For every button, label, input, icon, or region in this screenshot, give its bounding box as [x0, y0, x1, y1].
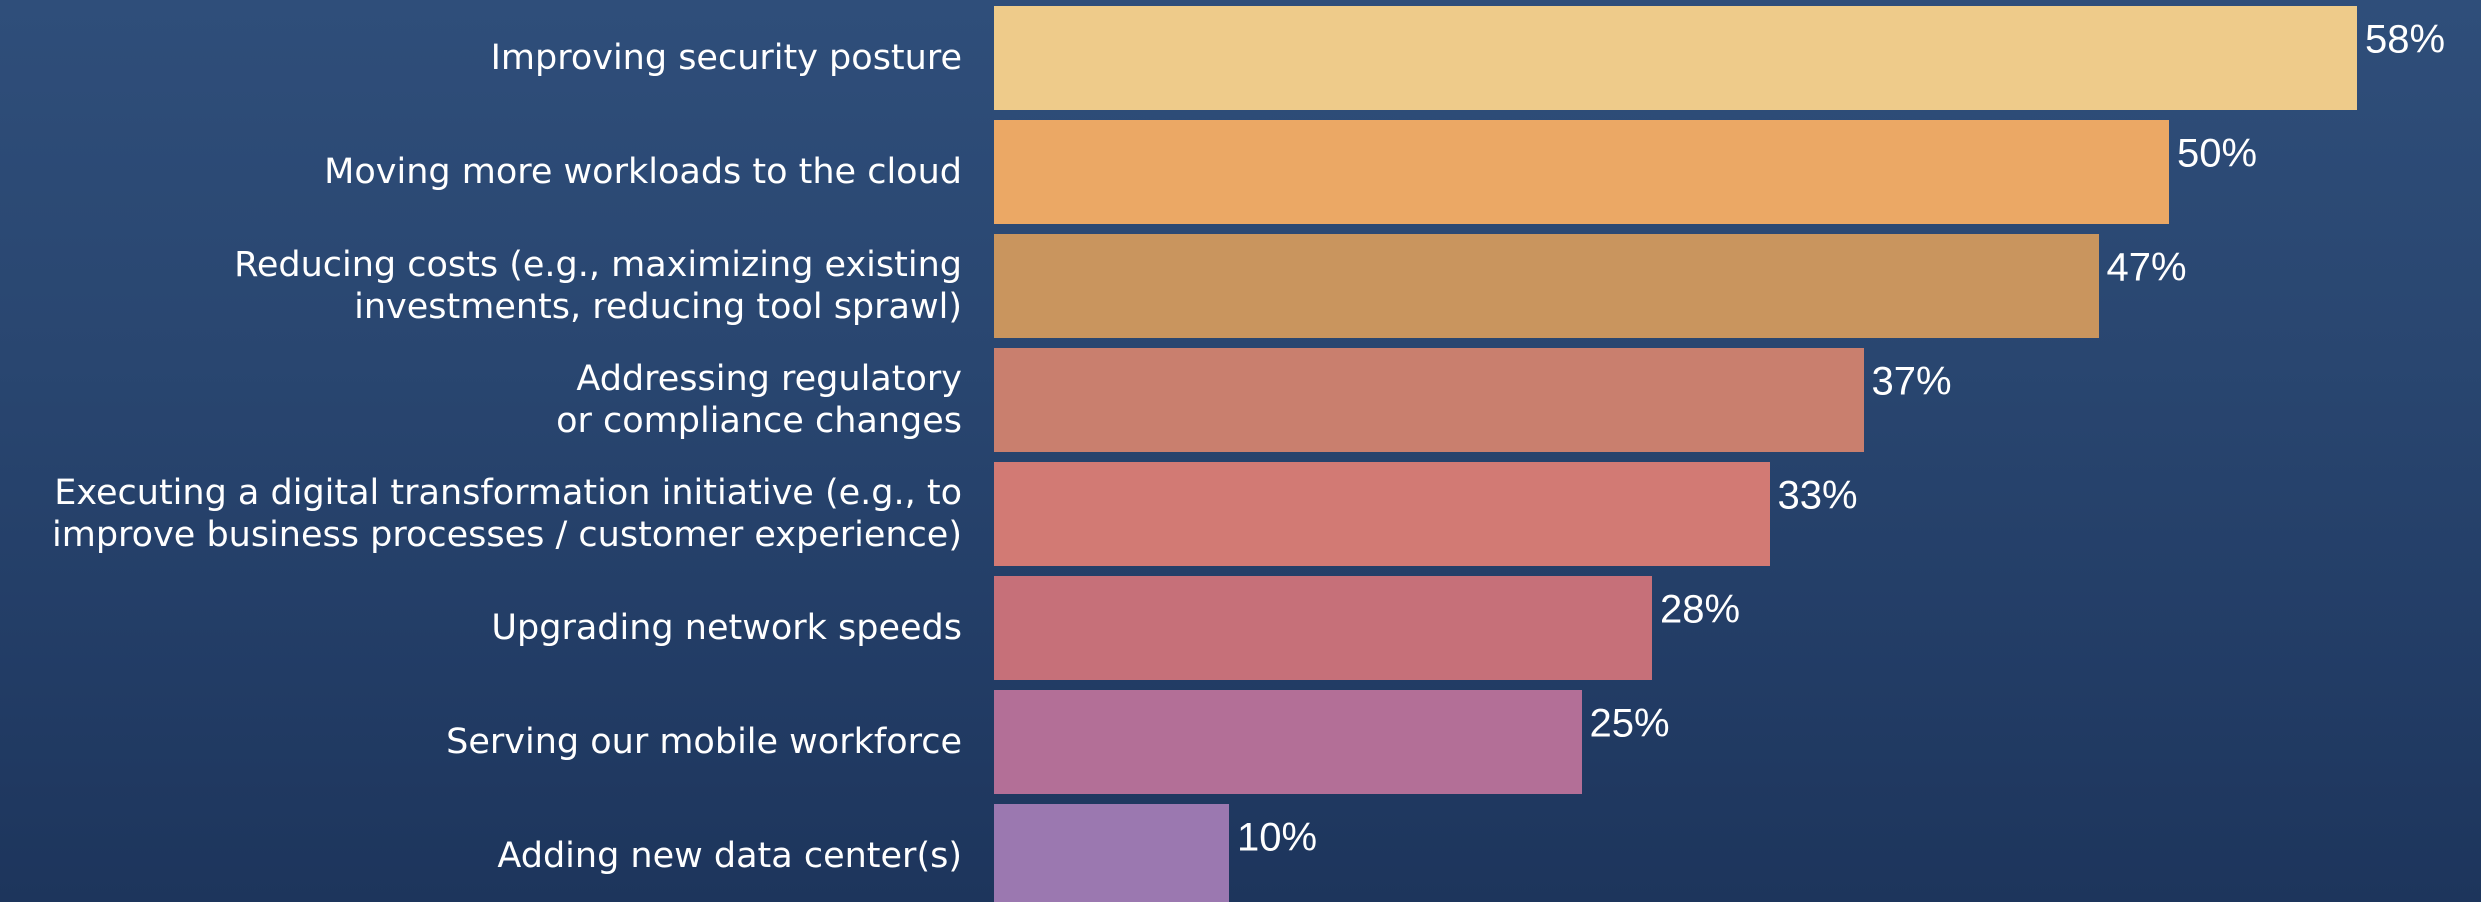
bar: [994, 462, 1770, 566]
bar: [994, 348, 1864, 452]
value-label: 28%: [1660, 588, 1740, 633]
value-label: 10%: [1237, 816, 1317, 861]
category-label: Adding new data center(s): [497, 835, 962, 877]
category-label: Reducing costs (e.g., maximizing existin…: [234, 244, 962, 328]
bar: [994, 6, 2357, 110]
value-label: 47%: [2107, 246, 2187, 291]
category-label: Serving our mobile workforce: [446, 721, 962, 763]
category-label: Moving more workloads to the cloud: [324, 151, 962, 193]
bar: [994, 120, 2169, 224]
bar: [994, 234, 2099, 338]
value-label: 25%: [1590, 702, 1670, 747]
value-label: 33%: [1778, 474, 1858, 519]
category-label: Improving security posture: [491, 37, 962, 79]
value-label: 50%: [2177, 132, 2257, 177]
bar: [994, 804, 1229, 902]
chart: Improving security posture 58% Moving more…: [0, 0, 2481, 902]
category-label: Addressing regulatory or compliance chan…: [556, 358, 962, 442]
category-label: Executing a digital transformation initi…: [52, 472, 962, 556]
bar: [994, 576, 1652, 680]
category-label: Upgrading network speeds: [491, 607, 962, 649]
bar: [994, 690, 1582, 794]
value-label: 37%: [1872, 360, 1952, 405]
value-label: 58%: [2365, 18, 2445, 63]
